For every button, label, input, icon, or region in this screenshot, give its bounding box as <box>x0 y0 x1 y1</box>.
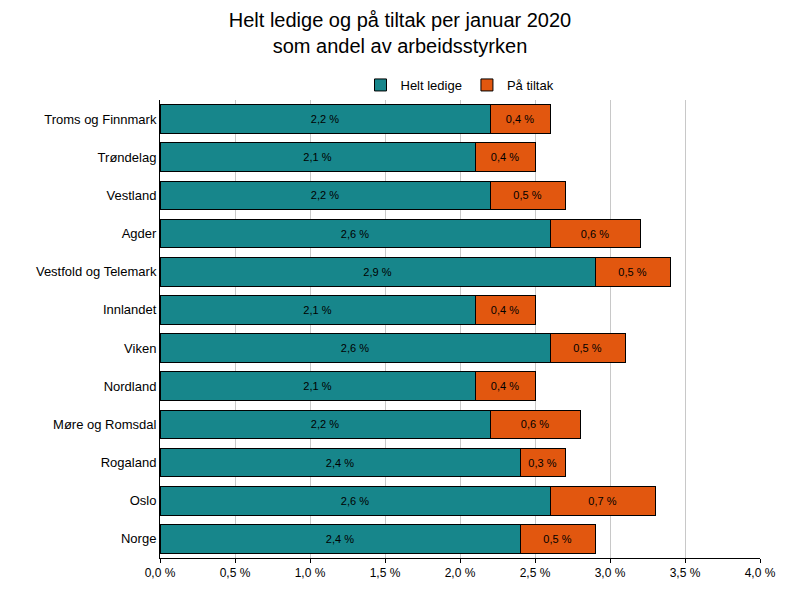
svg-text:Helt ledige: Helt ledige <box>401 78 462 93</box>
svg-text:0,5 %: 0,5 % <box>220 566 251 580</box>
svg-text:2,9 %: 2,9 % <box>363 266 391 278</box>
svg-text:2,4 %: 2,4 % <box>326 533 354 545</box>
svg-text:0,3 %: 0,3 % <box>528 457 556 469</box>
svg-text:Helt ledige og på tiltak per j: Helt ledige og på tiltak per januar 2020… <box>229 9 571 57</box>
svg-text:2,1 %: 2,1 % <box>303 304 331 316</box>
svg-text:Møre og Romsdal: Møre og Romsdal <box>53 417 156 432</box>
svg-text:2,0 %: 2,0 % <box>445 566 476 580</box>
svg-text:0,5 %: 0,5 % <box>513 189 541 201</box>
svg-text:2,2 %: 2,2 % <box>311 418 339 430</box>
svg-text:Oslo: Oslo <box>130 493 157 508</box>
svg-text:0,5 %: 0,5 % <box>543 533 571 545</box>
svg-text:1,5 %: 1,5 % <box>370 566 401 580</box>
svg-text:3,0 %: 3,0 % <box>595 566 626 580</box>
svg-text:0,5 %: 0,5 % <box>573 342 601 354</box>
svg-text:0,5 %: 0,5 % <box>618 266 646 278</box>
svg-text:Norge: Norge <box>121 531 156 546</box>
svg-text:2,5 %: 2,5 % <box>520 566 551 580</box>
svg-text:1,0 %: 1,0 % <box>295 566 326 580</box>
svg-text:0,6 %: 0,6 % <box>581 228 609 240</box>
svg-text:2,1 %: 2,1 % <box>303 151 331 163</box>
svg-text:0,0 %: 0,0 % <box>145 566 176 580</box>
svg-text:2,4 %: 2,4 % <box>326 457 354 469</box>
svg-text:Trøndelag: Trøndelag <box>98 150 157 165</box>
svg-text:2,6 %: 2,6 % <box>341 495 369 507</box>
svg-text:0,6 %: 0,6 % <box>521 418 549 430</box>
svg-text:Vestland: Vestland <box>107 188 157 203</box>
svg-text:Agder: Agder <box>122 226 157 241</box>
svg-text:Nordland: Nordland <box>104 379 157 394</box>
svg-text:2,2 %: 2,2 % <box>311 189 339 201</box>
svg-text:Viken: Viken <box>124 341 156 356</box>
svg-text:På tiltak: På tiltak <box>507 78 554 93</box>
svg-text:0,4 %: 0,4 % <box>491 151 519 163</box>
svg-text:4,0 %: 4,0 % <box>745 566 776 580</box>
svg-text:0,7 %: 0,7 % <box>588 495 616 507</box>
svg-text:2,1 %: 2,1 % <box>303 380 331 392</box>
svg-text:Vestfold og Telemark: Vestfold og Telemark <box>36 264 157 279</box>
svg-text:3,5 %: 3,5 % <box>670 566 701 580</box>
svg-text:Innlandet: Innlandet <box>103 302 157 317</box>
svg-text:2,6 %: 2,6 % <box>341 228 369 240</box>
svg-text:0,4 %: 0,4 % <box>491 304 519 316</box>
svg-text:2,2 %: 2,2 % <box>311 113 339 125</box>
svg-text:0,4 %: 0,4 % <box>491 380 519 392</box>
svg-text:Rogaland: Rogaland <box>101 455 157 470</box>
svg-text:Troms og Finnmark: Troms og Finnmark <box>44 112 157 127</box>
svg-text:2,6 %: 2,6 % <box>341 342 369 354</box>
svg-text:0,4 %: 0,4 % <box>506 113 534 125</box>
